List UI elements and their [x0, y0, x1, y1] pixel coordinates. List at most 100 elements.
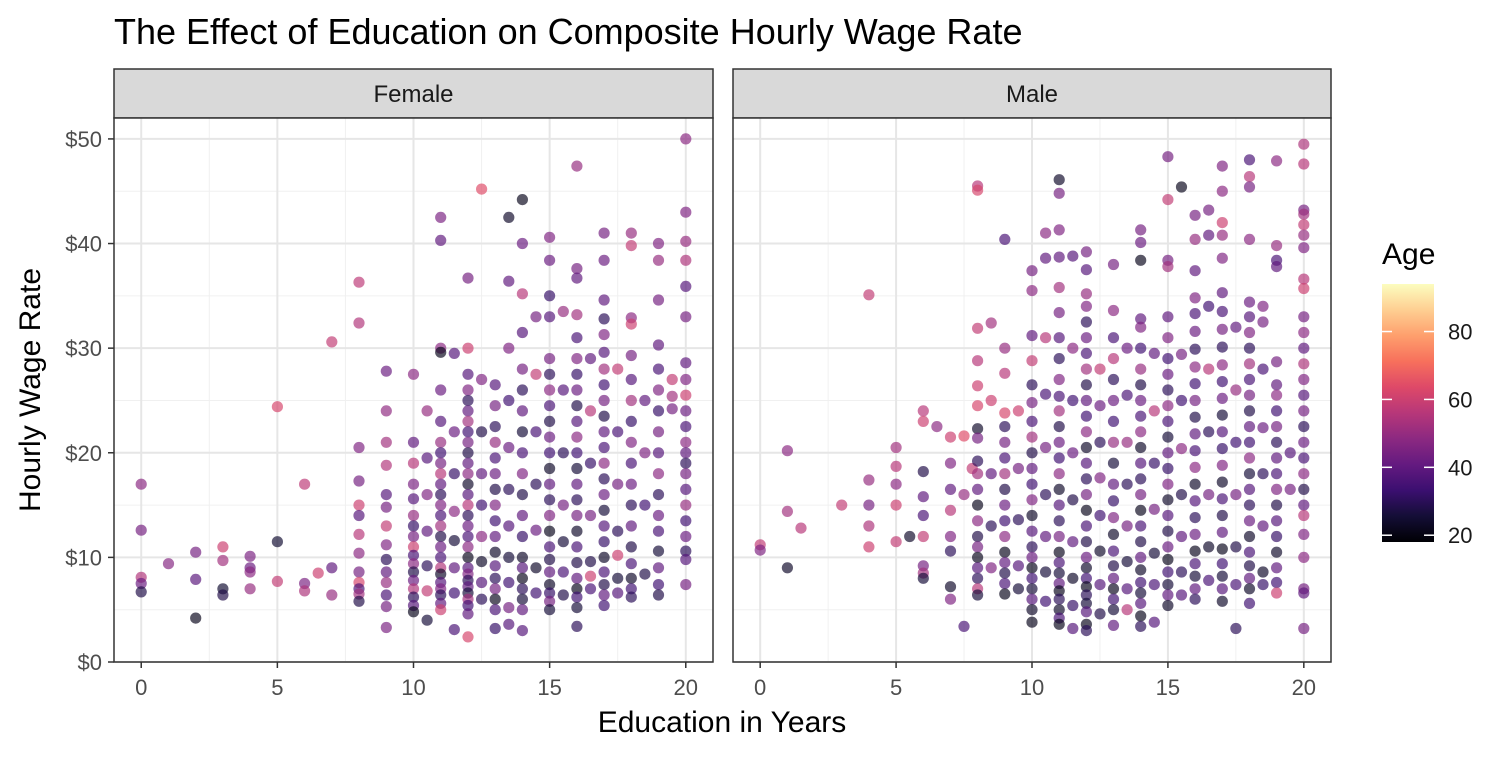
- data-point: [680, 457, 692, 469]
- data-point: [680, 235, 692, 247]
- data-point: [584, 353, 597, 365]
- data-point: [1080, 457, 1092, 469]
- data-point: [1080, 597, 1092, 610]
- data-point: [1298, 622, 1310, 635]
- data-point: [972, 455, 984, 467]
- data-point: [1271, 436, 1283, 448]
- data-point: [1053, 546, 1065, 558]
- data-point: [917, 572, 929, 584]
- data-point: [1175, 394, 1188, 407]
- data-point: [1216, 160, 1228, 172]
- data-point: [944, 581, 957, 593]
- data-point: [544, 400, 556, 412]
- data-point: [1175, 530, 1188, 543]
- data-point: [380, 365, 392, 377]
- data-point: [462, 530, 474, 543]
- data-point: [407, 457, 420, 469]
- data-point: [1094, 400, 1106, 412]
- data-point: [890, 499, 902, 511]
- data-point: [326, 589, 338, 601]
- data-point: [612, 363, 624, 375]
- data-point: [1189, 545, 1201, 557]
- data-point: [1026, 572, 1038, 584]
- data-point: [503, 551, 515, 564]
- data-point: [489, 452, 501, 464]
- panel-male: Male: [732, 68, 1332, 663]
- data-point: [1107, 436, 1120, 448]
- data-point: [435, 604, 447, 616]
- points: [754, 138, 1310, 637]
- data-point: [421, 560, 433, 572]
- legend-tick-label: 20: [1448, 523, 1472, 548]
- data-point: [972, 432, 984, 444]
- data-point: [448, 624, 460, 636]
- data-point: [1189, 325, 1201, 337]
- data-point: [1026, 478, 1038, 490]
- data-point: [448, 562, 460, 574]
- data-point: [448, 535, 460, 547]
- data-point: [1026, 593, 1038, 605]
- data-point: [489, 421, 501, 433]
- data-point: [1107, 528, 1120, 541]
- data-point: [271, 575, 283, 588]
- data-point: [462, 489, 474, 501]
- data-point: [1216, 229, 1228, 241]
- data-point: [1053, 405, 1065, 417]
- data-point: [917, 415, 929, 427]
- data-point: [544, 290, 556, 302]
- data-point: [1257, 579, 1269, 591]
- data-point: [380, 601, 392, 613]
- data-point: [1026, 415, 1038, 427]
- data-point: [476, 499, 488, 511]
- data-point: [1189, 570, 1201, 582]
- data-point: [1162, 579, 1174, 591]
- data-point: [557, 305, 569, 318]
- data-point: [1216, 509, 1228, 522]
- x-tick-label: 15: [537, 675, 561, 700]
- data-point: [353, 276, 365, 288]
- data-point: [435, 234, 447, 246]
- data-point: [1189, 308, 1201, 320]
- data-point: [135, 524, 147, 536]
- data-point: [1107, 478, 1120, 490]
- data-point: [1026, 447, 1038, 459]
- data-point: [476, 593, 488, 605]
- data-point: [680, 389, 692, 401]
- data-point: [462, 405, 474, 417]
- data-point: [1216, 409, 1228, 421]
- data-point: [1271, 587, 1283, 599]
- data-point: [1203, 541, 1215, 553]
- data-point: [503, 576, 515, 589]
- data-point: [380, 405, 392, 417]
- data-point: [571, 447, 583, 459]
- data-point: [353, 499, 365, 511]
- data-point: [1189, 495, 1201, 507]
- data-point: [1135, 426, 1147, 438]
- data-point: [1271, 515, 1283, 527]
- data-point: [503, 342, 515, 354]
- data-point: [380, 576, 392, 589]
- data-point: [652, 405, 665, 417]
- data-point: [1298, 208, 1310, 220]
- data-point: [1216, 570, 1228, 582]
- legend-tick-label: 60: [1448, 387, 1472, 412]
- data-point: [407, 530, 420, 543]
- data-point: [680, 499, 692, 511]
- data-point: [584, 405, 597, 417]
- data-point: [1040, 566, 1052, 578]
- panel-female: Female: [113, 68, 714, 663]
- data-point: [1216, 558, 1228, 570]
- data-point: [1243, 326, 1256, 339]
- data-point: [544, 525, 556, 537]
- data-point: [1230, 384, 1242, 396]
- data-point: [1026, 541, 1038, 553]
- data-point: [516, 447, 529, 459]
- data-point: [353, 547, 365, 559]
- data-point: [1080, 316, 1092, 328]
- data-point: [999, 557, 1011, 569]
- data-point: [1271, 468, 1283, 480]
- data-point: [571, 415, 583, 427]
- data-point: [1026, 616, 1038, 628]
- data-point: [544, 587, 556, 599]
- data-point: [544, 541, 556, 553]
